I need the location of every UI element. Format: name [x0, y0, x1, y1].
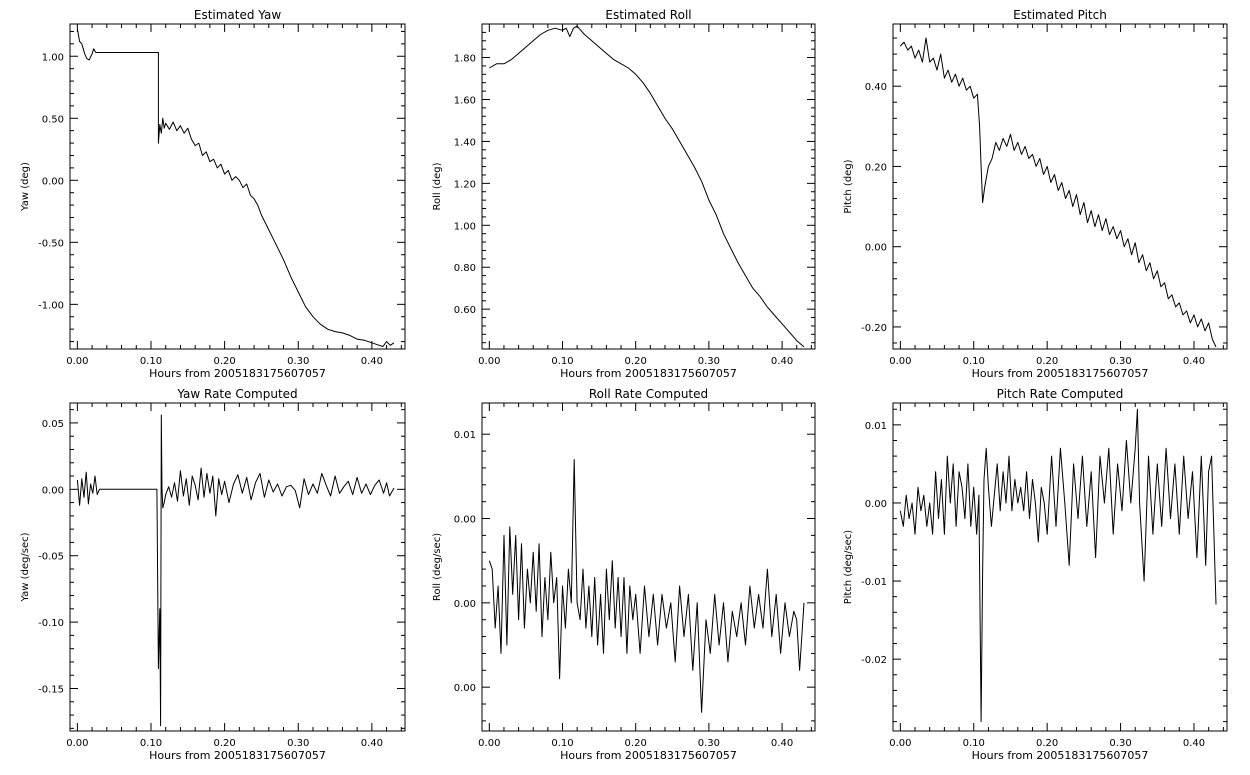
- x-tick-label: 0.40: [1183, 738, 1205, 749]
- x-tick-label: 0.30: [698, 356, 720, 367]
- y-tick-label: 0.50: [42, 114, 64, 125]
- x-tick-label: 0.00: [478, 356, 500, 367]
- chart-title: Estimated Pitch: [1013, 8, 1107, 22]
- plot-frame: [69, 23, 406, 350]
- y-tick-label: 1.00: [454, 221, 476, 232]
- x-tick-label: 0.40: [1183, 356, 1205, 367]
- y-axis-label: Pitch (deg): [843, 159, 854, 213]
- y-axis-label: Pitch (deg/sec): [843, 530, 854, 605]
- plot-frame: [481, 23, 816, 350]
- plot-frame: [892, 402, 1228, 732]
- x-tick-label: 0.30: [698, 738, 720, 749]
- y-tick-label: 0.01: [865, 421, 887, 432]
- series-line-1: [899, 37, 1217, 348]
- y-tick-label: 0.20: [865, 162, 887, 173]
- chart-panel-6: Pitch Rate Computed Hours from 2005183175…: [843, 387, 1228, 762]
- chart-panel-4: Yaw Rate Computed Hours from 200518317560…: [20, 387, 406, 762]
- chart-title: Roll Rate Computed: [589, 387, 708, 401]
- chart-title: Pitch Rate Computed: [997, 387, 1124, 401]
- chart-panel-5: Roll Rate Computed Hours from 20051831756…: [432, 387, 816, 762]
- x-tick-label: 0.10: [551, 738, 573, 749]
- y-tick-label: -1.00: [38, 300, 64, 311]
- x-tick-label: 0.00: [66, 738, 88, 749]
- x-tick-label: 0.30: [1109, 356, 1131, 367]
- x-tick-label: 0.20: [625, 356, 647, 367]
- y-tick-label: -0.10: [38, 618, 64, 629]
- x-tick-label: 0.00: [478, 738, 500, 749]
- series-line-1: [488, 459, 805, 713]
- y-tick-label: 0.60: [454, 305, 476, 316]
- x-axis-label: Hours from 20051831756070​57: [560, 367, 737, 380]
- y-tick-label: -0.50: [38, 238, 64, 249]
- plot-frame: [69, 402, 406, 732]
- plot-frame: [892, 23, 1228, 350]
- x-tick-label: 0.10: [551, 356, 573, 367]
- plot-frame: [481, 402, 816, 732]
- x-tick-label: 0.20: [1036, 356, 1058, 367]
- y-tick-label: 0.00: [454, 683, 476, 694]
- chart-title: Yaw Rate Computed: [176, 387, 297, 401]
- x-tick-label: 0.20: [625, 738, 647, 749]
- y-tick-label: -0.01: [861, 577, 887, 588]
- x-tick-label: 0.40: [361, 356, 383, 367]
- y-axis-label: Yaw (deg): [20, 162, 31, 212]
- x-tick-label: 0.30: [287, 738, 309, 749]
- y-axis-label: Yaw (deg/sec): [20, 532, 31, 602]
- y-tick-label: 0.00: [865, 243, 887, 254]
- x-tick-label: 0.10: [140, 356, 162, 367]
- chart-title: Estimated Yaw: [194, 8, 281, 22]
- y-tick-label: 1.80: [454, 54, 476, 65]
- chart-panel-1: Estimated Yaw Hours from 20051831756070​5…: [20, 8, 406, 380]
- x-tick-label: 0.00: [66, 356, 88, 367]
- y-tick-label: 0.01: [454, 430, 476, 441]
- series-line-1: [489, 25, 805, 348]
- y-tick-label: 1.20: [454, 179, 476, 190]
- series-line-1: [76, 28, 395, 347]
- x-tick-label: 0.00: [889, 738, 911, 749]
- y-tick-label: -0.02: [861, 655, 887, 666]
- y-tick-label: 1.40: [454, 137, 476, 148]
- y-tick-label: 0.00: [42, 176, 64, 187]
- y-tick-label: 1.00: [42, 52, 64, 63]
- x-axis-label: Hours from 20051831756070​57: [149, 367, 326, 380]
- x-tick-label: 0.30: [287, 356, 309, 367]
- x-axis-label: Hours from 20051831756070​57: [149, 749, 326, 762]
- y-tick-label: 0.80: [454, 263, 476, 274]
- y-tick-label: 0.00: [42, 485, 64, 496]
- x-tick-label: 0.40: [771, 356, 793, 367]
- chart-title: Estimated Roll: [605, 8, 691, 22]
- y-tick-label: 0.05: [42, 419, 64, 430]
- x-axis-label: Hours from 20051831756070​57: [972, 749, 1149, 762]
- x-axis-label: Hours from 20051831756070​57: [972, 367, 1149, 380]
- y-tick-label: -0.15: [38, 685, 64, 696]
- x-tick-label: 0.10: [963, 738, 985, 749]
- y-tick-label: -0.05: [38, 552, 64, 563]
- x-tick-label: 0.20: [213, 738, 235, 749]
- x-tick-label: 0.40: [361, 738, 383, 749]
- x-tick-label: 0.30: [1109, 738, 1131, 749]
- series-line-1: [899, 408, 1217, 723]
- x-tick-label: 0.20: [1036, 738, 1058, 749]
- y-axis-label: Roll (deg/sec): [432, 533, 443, 601]
- y-tick-label: 0.00: [454, 599, 476, 610]
- x-tick-label: 0.00: [889, 356, 911, 367]
- y-tick-label: 1.60: [454, 95, 476, 106]
- y-tick-label: 0.00: [865, 499, 887, 510]
- x-tick-label: 0.20: [213, 356, 235, 367]
- y-axis-label: Roll (deg): [432, 162, 443, 210]
- x-tick-label: 0.40: [771, 738, 793, 749]
- series-line-1: [76, 414, 395, 727]
- y-tick-label: 0.40: [865, 82, 887, 93]
- x-tick-label: 0.10: [140, 738, 162, 749]
- chart-panel-2: Estimated Roll Hours from 20051831756070​…: [432, 8, 816, 380]
- y-tick-label: 0.00: [454, 515, 476, 526]
- chart-panel-3: Estimated Pitch Hours from 20051831756070…: [843, 8, 1228, 380]
- x-axis-label: Hours from 20051831756070​57: [560, 749, 737, 762]
- y-tick-label: -0.20: [861, 323, 887, 334]
- x-tick-label: 0.10: [963, 356, 985, 367]
